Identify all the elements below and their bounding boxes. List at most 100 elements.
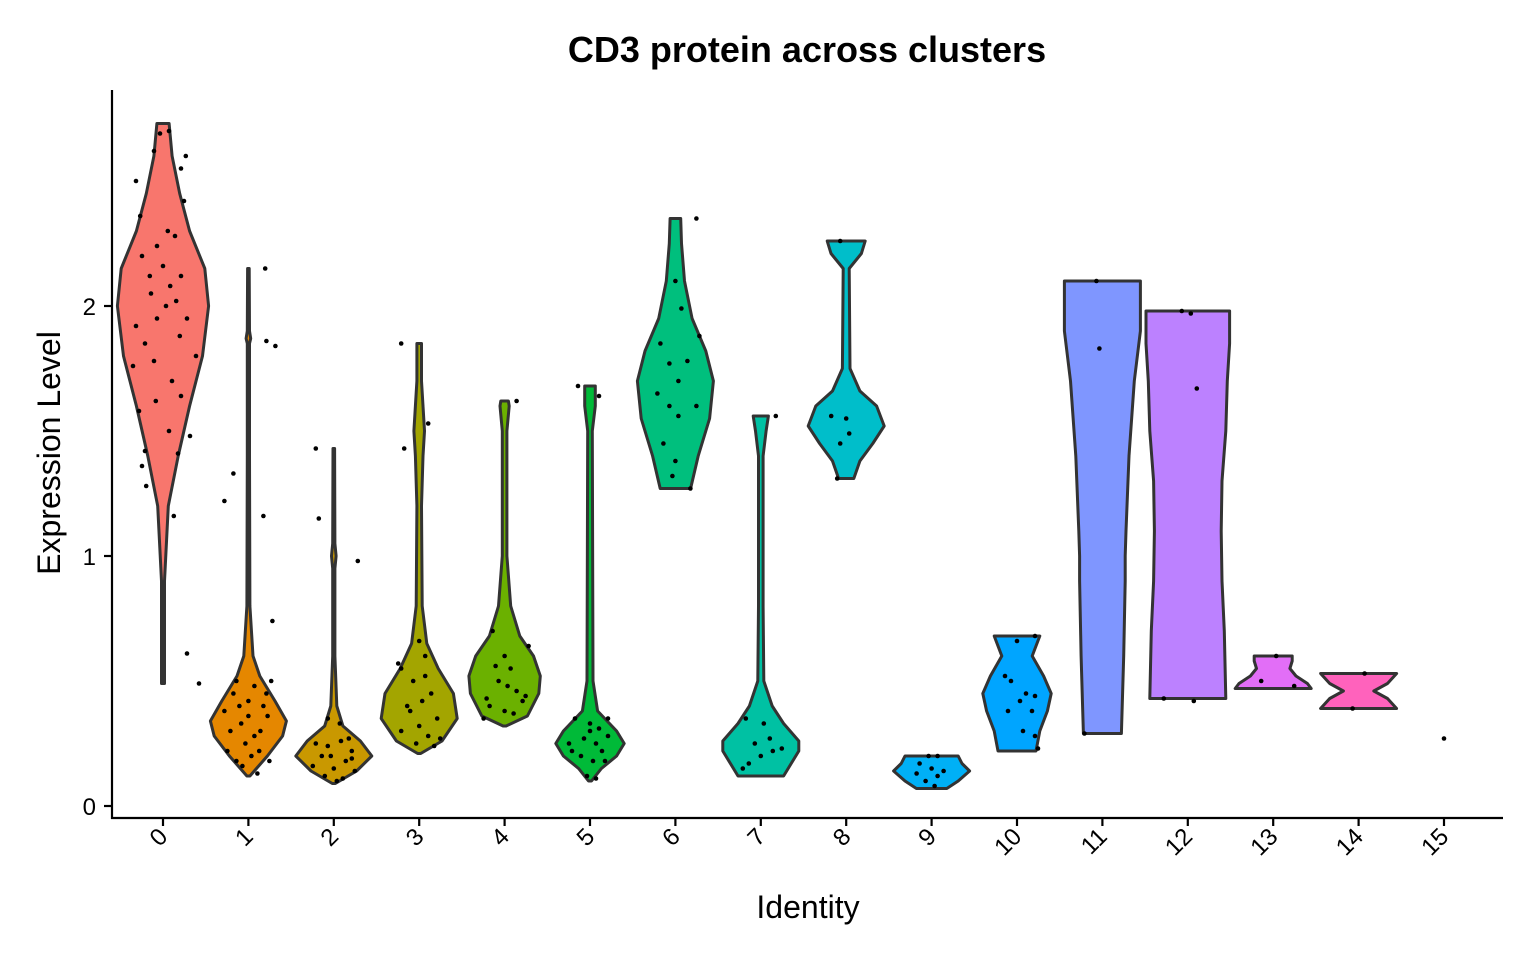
data-point	[136, 408, 142, 414]
data-point	[584, 773, 590, 779]
data-point	[602, 758, 608, 764]
data-point	[596, 726, 602, 731]
data-point	[697, 333, 702, 339]
x-tick-label: 9	[913, 823, 942, 852]
x-axis-ticks: 0 1 2 3 4 5 6 7 8 9 10 11 12 13 14 15	[145, 818, 1454, 861]
data-point	[655, 391, 660, 396]
data-point	[231, 471, 236, 476]
y-tick-label: 0	[83, 794, 96, 821]
data-point	[667, 403, 672, 409]
data-point	[1194, 386, 1200, 391]
data-point	[267, 758, 272, 764]
data-point	[481, 716, 486, 721]
data-point	[196, 681, 202, 686]
data-point	[270, 618, 275, 624]
data-point	[222, 708, 227, 714]
data-point	[593, 741, 599, 746]
data-point	[523, 693, 528, 699]
data-point	[246, 698, 251, 704]
data-point	[1191, 698, 1197, 704]
data-point	[349, 756, 355, 761]
data-point	[673, 458, 678, 464]
data-point	[401, 446, 407, 451]
data-point	[1094, 278, 1099, 284]
data-point	[1032, 633, 1038, 639]
data-point	[183, 153, 189, 159]
data-point	[319, 753, 325, 759]
data-point	[231, 691, 236, 696]
data-point	[1362, 671, 1367, 676]
data-point	[514, 688, 519, 694]
data-point	[133, 178, 139, 184]
data-point	[1441, 736, 1447, 741]
data-point	[343, 758, 349, 764]
data-point	[596, 393, 602, 399]
data-point	[1161, 696, 1167, 701]
y-tick-label: 1	[83, 544, 96, 571]
data-point	[1291, 683, 1297, 689]
x-tick-label: 12	[1160, 823, 1198, 861]
data-point	[143, 483, 149, 489]
data-point	[422, 653, 428, 659]
data-point	[425, 733, 431, 739]
data-point	[316, 516, 322, 521]
data-point	[255, 771, 260, 776]
data-point	[228, 728, 233, 734]
data-point	[676, 378, 681, 384]
data-point	[743, 716, 749, 721]
data-point	[422, 673, 428, 679]
data-point	[151, 148, 157, 154]
data-point	[740, 766, 746, 771]
chart-title: CD3 protein across clusters	[568, 29, 1046, 70]
data-point	[328, 753, 334, 759]
x-tick-label: 13	[1245, 823, 1283, 861]
x-tick-label: 5	[572, 823, 601, 852]
data-point	[243, 741, 248, 746]
data-point	[1032, 733, 1038, 739]
data-point	[325, 743, 331, 749]
data-point	[234, 758, 239, 764]
violin-cluster-9	[892, 754, 972, 790]
data-point	[261, 513, 266, 519]
data-point	[167, 283, 173, 289]
x-tick-label: 4	[486, 823, 515, 852]
data-point	[605, 716, 611, 721]
data-point	[514, 398, 519, 404]
data-point	[846, 431, 852, 436]
x-tick-label: 2	[316, 823, 345, 852]
x-tick-label: 1	[230, 823, 259, 852]
data-point	[437, 736, 443, 741]
violin-cluster-3	[379, 342, 459, 755]
y-axis-title: Expression Level	[31, 331, 67, 575]
data-point	[520, 698, 525, 704]
data-point	[779, 746, 785, 751]
data-point	[658, 341, 663, 346]
data-point	[914, 771, 919, 776]
data-point	[926, 753, 931, 759]
data-point	[770, 748, 776, 754]
data-point	[175, 451, 181, 456]
data-point	[313, 741, 319, 746]
data-point	[502, 653, 507, 659]
data-point	[828, 413, 834, 419]
violin-cluster-1	[208, 267, 288, 778]
data-point	[935, 773, 940, 779]
x-tick-label: 11	[1076, 823, 1113, 860]
y-axis-ticks: 0 1 2	[83, 294, 112, 821]
violin-cluster-10	[981, 634, 1053, 753]
data-point	[256, 748, 262, 754]
data-point	[165, 228, 171, 234]
data-point	[325, 716, 331, 721]
data-point	[240, 763, 245, 769]
data-point	[587, 728, 593, 734]
data-point	[484, 696, 489, 701]
data-point	[679, 306, 684, 311]
data-point	[153, 398, 159, 404]
violin-cluster-11	[1062, 279, 1142, 735]
data-point	[1035, 746, 1041, 751]
data-point	[261, 703, 266, 709]
data-point	[160, 263, 166, 269]
data-point	[746, 761, 752, 766]
data-point	[593, 776, 599, 781]
data-point	[1014, 638, 1020, 644]
